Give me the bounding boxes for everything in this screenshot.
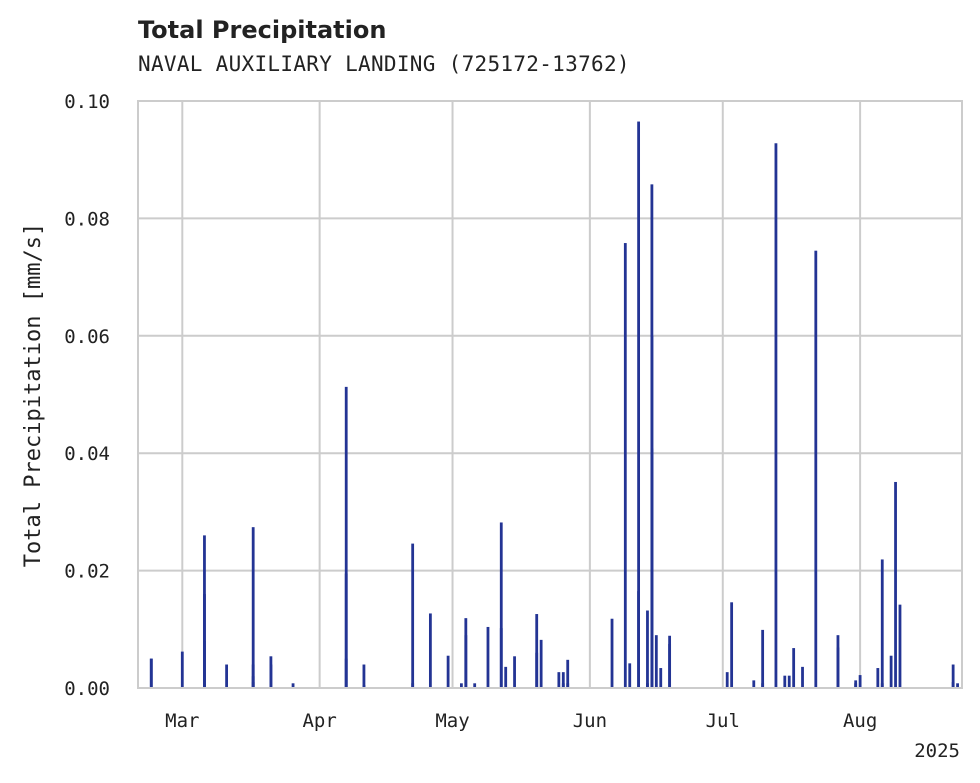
precip-bar [251,676,255,688]
x-tick-label: Jul [706,710,740,732]
precip-bar [894,481,897,688]
precip-bar [792,648,796,688]
y-tick-label: 0.06 [64,326,110,348]
precip-bar [362,664,366,688]
precip-bar [774,143,778,688]
bars-group [149,121,959,689]
y-tick-label: 0.02 [64,561,110,583]
precip-bar [566,683,570,688]
precip-bar [637,591,641,688]
precip-bar [650,448,654,688]
y-tick-labels: 0.00 0.02 0.04 0.06 0.08 0.10 [64,91,110,700]
precip-bar [889,655,893,688]
precip-bar [203,683,206,688]
precip-bar [269,664,273,688]
precip-bar [539,639,543,688]
precip-bar [880,683,884,688]
x-tick-labels: Mar Apr May Jun Jul Aug [165,710,877,732]
precip-bar [668,643,672,688]
x-tick-label: Aug [843,710,877,732]
precip-bar [646,683,649,688]
precip-bar [654,635,658,688]
precip-bar [659,668,663,688]
precip-bar [446,655,450,688]
precip-bar [646,610,649,688]
precip-bar [535,614,539,688]
precip-bar [459,683,463,688]
precip-bar [499,522,503,688]
precip-bar [499,628,503,688]
chart-title: Total Precipitation [138,16,387,44]
precip-bar [628,663,632,688]
x-tick-label: Mar [165,710,199,732]
precip-bar [362,685,366,688]
y-tick-label: 0.10 [64,91,110,113]
precip-bar [464,635,468,688]
precip-bar [725,672,729,688]
precip-bar [291,683,295,688]
precip-bar [814,250,818,688]
precip-bar [730,602,734,688]
precip-bar [787,675,791,688]
precip-bar [344,658,348,688]
precip-bar [752,680,756,688]
precip-bar [783,675,787,688]
x-tick-label: Apr [302,710,336,732]
precip-bar [203,641,206,688]
precip-bar [566,659,570,688]
y-tick-label: 0.04 [64,443,110,465]
precip-bar [956,683,959,688]
precip-bar [504,666,508,688]
precip-bar [344,386,348,688]
precip-bar [428,613,432,688]
y-tick-label: 0.00 [64,678,110,700]
precip-bar [225,664,229,688]
precip-bar [557,672,561,688]
precip-bar [610,618,614,688]
precip-bar [411,683,415,688]
precip-bar [473,683,477,688]
precip-bar [486,626,490,688]
precip-bar [344,573,348,688]
precip-bar [951,664,955,688]
precip-bar [623,243,627,688]
precip-bar [149,658,153,688]
precip-bar [761,683,765,688]
x-tick-label: Jun [573,710,607,732]
precip-bar [876,668,880,688]
plot-background [138,101,962,688]
precip-bar [836,635,840,688]
precip-bar [898,604,902,688]
precip-bar [637,121,641,689]
precip-bar [513,656,516,688]
x-tick-label: May [435,710,469,732]
precip-bar [880,559,884,688]
plot-frame [137,100,963,689]
y-tick-label: 0.08 [64,208,110,230]
chart-subtitle: NAVAL AUXILIARY LANDING (725172-13762) [138,52,630,76]
precip-bar [858,675,862,688]
precip-bar [561,672,565,688]
precip-bar [411,543,415,688]
precip-bar [761,629,765,688]
precip-bar [561,683,565,688]
y-axis-label: Total Precipitation [mm/s] [21,223,46,567]
precip-bar [854,683,858,688]
precip-bar [801,666,804,688]
precip-bar [251,527,255,688]
precip-bar [180,651,184,688]
precip-bar [535,652,539,688]
year-label: 2025 [914,740,960,762]
